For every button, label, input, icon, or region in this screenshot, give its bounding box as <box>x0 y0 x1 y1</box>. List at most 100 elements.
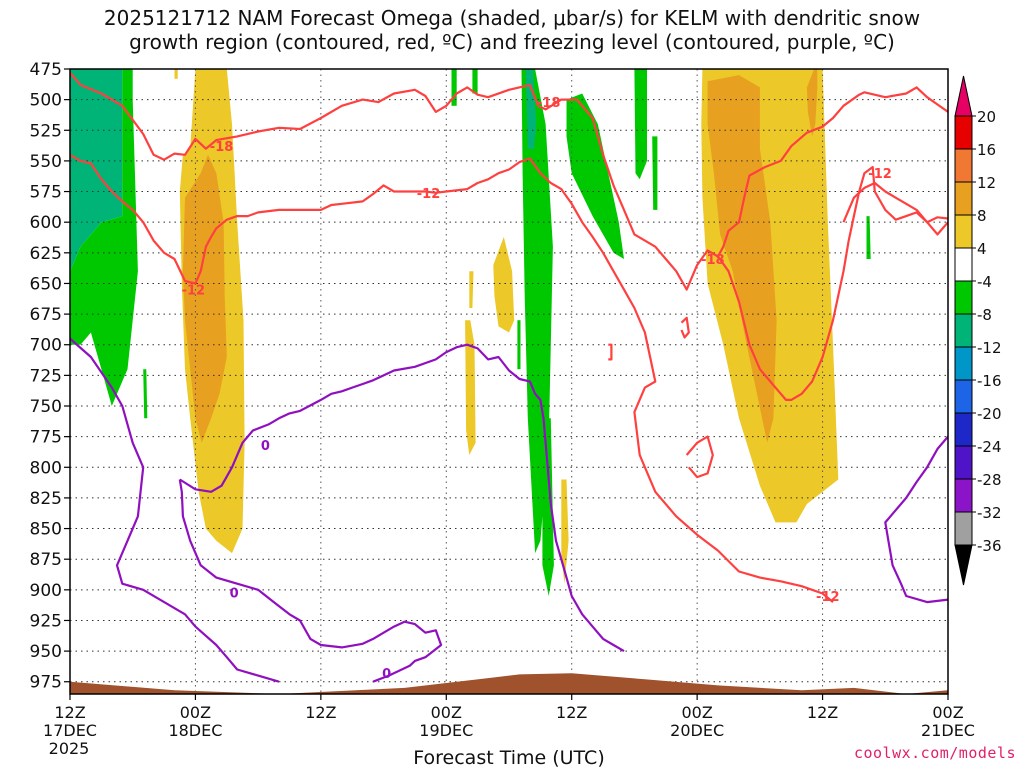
x-tick-label-time: 12Z <box>807 703 838 722</box>
freezing-level-contour <box>70 337 280 683</box>
credit-text: coolwx.com/models <box>853 744 1016 762</box>
y-tick-label: 750 <box>30 397 62 417</box>
colorbar-swatch <box>954 478 973 513</box>
y-tick-label: 600 <box>30 213 62 233</box>
colorbar-label: -20 <box>977 405 1002 423</box>
colorbar-top-arrow <box>954 75 973 117</box>
omega-negative-region <box>70 69 138 406</box>
colorbar-swatch <box>954 346 973 381</box>
x-tick-label-date: 18DEC <box>168 721 222 740</box>
dendritic-growth-contour <box>842 181 948 224</box>
colorbar-label: -16 <box>977 372 1002 390</box>
contour-label: -12 <box>816 590 840 605</box>
plot-frame <box>69 68 949 695</box>
omega-negative-region <box>472 69 478 94</box>
contour-label: 0 <box>261 439 270 454</box>
colorbar-label: -12 <box>977 339 1002 357</box>
colorbar-swatch <box>954 511 973 546</box>
freezing-level-contour <box>179 343 625 653</box>
colorbar-swatch <box>954 148 973 183</box>
y-tick-label: 675 <box>30 305 62 325</box>
colorbar-swatch <box>954 313 973 348</box>
omega-negative-region <box>866 216 871 259</box>
omega-negative-region <box>542 418 554 596</box>
omega-negative-region <box>566 93 624 259</box>
colorbar-swatch <box>954 115 973 150</box>
chart-title-line2: growth region (contoured, red, ºC) and f… <box>129 30 895 54</box>
omega-negative-region <box>143 369 148 419</box>
terrain-fill <box>70 673 948 694</box>
x-tick-label-date: 17DEC <box>43 721 97 740</box>
colorbar-label: -8 <box>977 306 992 324</box>
x-tick-label-time: 12Z <box>556 703 587 722</box>
colorbar-label: 16 <box>977 141 996 159</box>
y-tick-label: 700 <box>30 336 62 356</box>
y-axis: 475 500 525 550 575 600 625 650 675 700 725 750 775 8… <box>30 60 70 693</box>
x-tick-label-date: 21DEC <box>921 721 975 740</box>
contour-label: -12 <box>868 167 892 182</box>
contour-lines <box>70 71 948 683</box>
omega-positive-region <box>465 320 476 455</box>
y-tick-label: 575 <box>30 183 62 203</box>
y-tick-label: 975 <box>30 673 62 693</box>
dendritic-growth-contour <box>70 153 834 603</box>
colorbar-label: 12 <box>977 174 996 192</box>
dendritic-growth-contour <box>680 316 690 339</box>
contour-label: 0 <box>230 586 239 601</box>
colorbar-swatch <box>954 280 973 315</box>
colorbar-label: 8 <box>977 207 987 225</box>
colorbar-bottom-arrow <box>954 544 973 586</box>
x-tick-label-time: 00Z <box>431 703 462 722</box>
y-tick-label: 900 <box>30 581 62 601</box>
colorbar-swatch <box>954 247 973 282</box>
x-axis-title: Forecast Time (UTC) <box>413 747 604 768</box>
omega-positive-region <box>469 271 474 308</box>
contour-label: 0 <box>382 667 391 682</box>
dendritic-growth-contour <box>717 86 948 258</box>
y-tick-label: 525 <box>30 121 62 141</box>
colorbar-label: -36 <box>977 537 1002 555</box>
colorbar-swatch <box>954 445 973 480</box>
y-tick-label: 650 <box>30 274 62 294</box>
colorbar-label: -32 <box>977 504 1002 522</box>
omega-positive-region <box>707 75 777 443</box>
colorbar-swatch <box>954 412 973 447</box>
colorbar-label: 4 <box>977 240 987 258</box>
freezing-level-contour <box>178 479 443 683</box>
freezing-level-contour <box>884 435 948 604</box>
x-tick-label-time: 12Z <box>305 703 336 722</box>
contour-label: -18 <box>701 253 725 268</box>
colorbar-label: -24 <box>977 438 1002 456</box>
colorbar-swatch <box>954 214 973 249</box>
y-tick-label: 475 <box>30 60 62 80</box>
colorbar-swatch <box>954 181 973 216</box>
x-tick-label-time: 12Z <box>54 703 85 722</box>
omega-positive-region <box>493 236 515 333</box>
dendritic-growth-contour <box>717 165 948 401</box>
y-tick-label: 500 <box>30 91 62 111</box>
contour-label: -12 <box>417 187 441 202</box>
contour-label: -12 <box>182 284 206 299</box>
colorbar: 20 16 12 8 4 -4 -8 -12 -16 -20 -24 -28 -32 -36 <box>954 75 1002 586</box>
omega-shading <box>70 69 871 596</box>
y-tick-label: 550 <box>30 152 62 172</box>
y-tick-label: 925 <box>30 611 62 631</box>
x-tick-label-time: 00Z <box>681 703 712 722</box>
omega-negative-region <box>517 320 521 370</box>
x-tick-label-date: 19DEC <box>419 721 473 740</box>
omega-negative-region <box>634 69 647 180</box>
y-tick-label: 875 <box>30 550 62 570</box>
omega-negative-region <box>525 69 537 149</box>
colorbar-label: 20 <box>977 108 996 126</box>
contour-label: -18 <box>537 96 561 111</box>
omega-positive-region <box>561 479 569 584</box>
colorbar-label: -4 <box>977 273 992 291</box>
colorbar-label: -28 <box>977 471 1002 489</box>
dendritic-growth-contour <box>608 343 613 361</box>
y-tick-label: 625 <box>30 244 62 264</box>
y-tick-label: 825 <box>30 489 62 509</box>
x-tick-label-time: 00Z <box>180 703 211 722</box>
y-tick-label: 775 <box>30 428 62 448</box>
